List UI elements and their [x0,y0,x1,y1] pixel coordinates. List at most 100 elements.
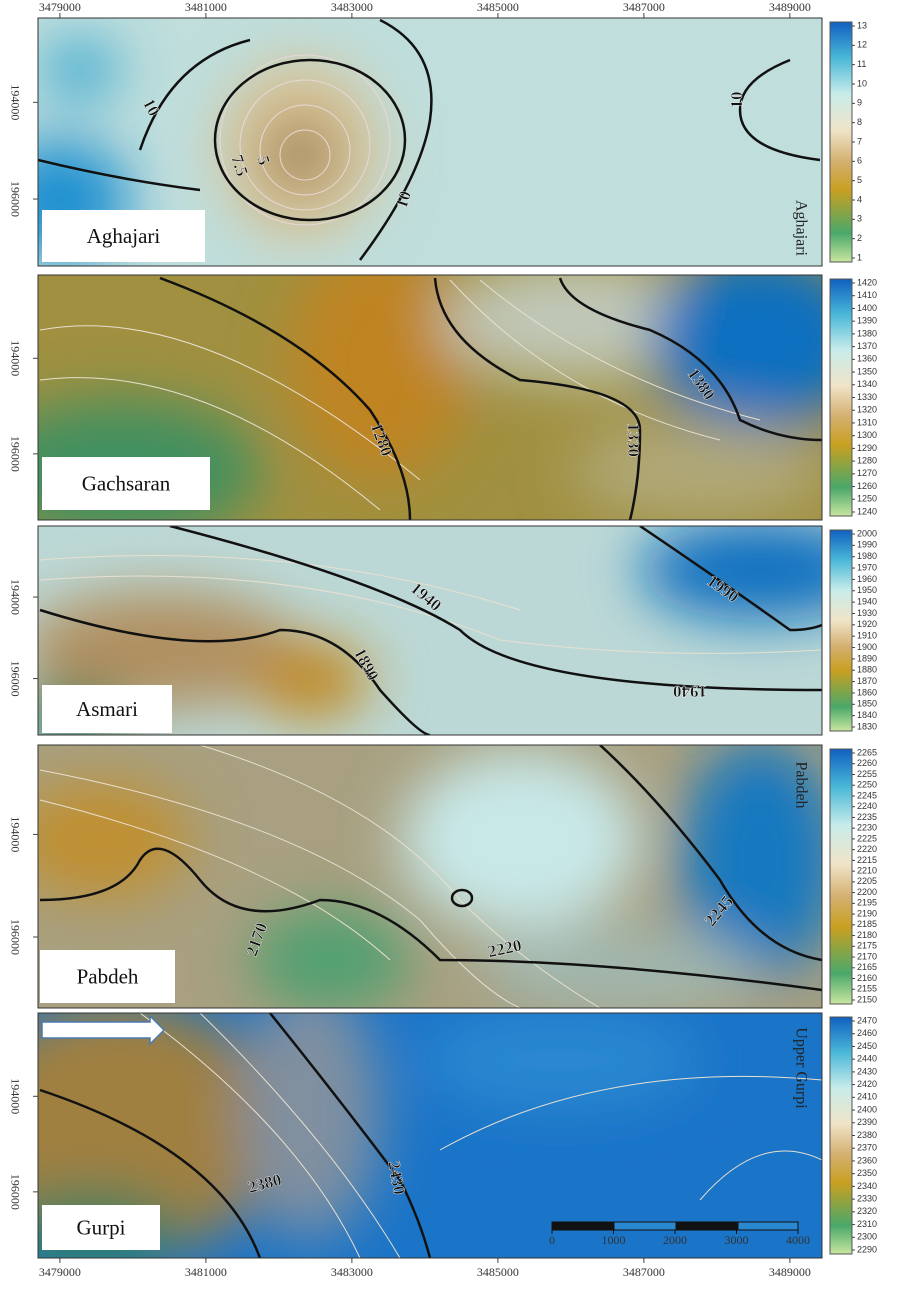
colorbar-label: 1860 [857,687,877,697]
y-tick-label: 196000 [8,919,22,955]
colorbar-label: 1980 [857,551,877,561]
contour-label: 10 [392,188,415,210]
colorbar-label: 1270 [857,468,877,478]
colorbar-label: 2155 [857,984,877,994]
colorbar-label: 1420 [857,277,877,287]
colorbar-label: 2420 [857,1079,877,1089]
colorbar-label: 1 [857,252,862,262]
colorbar-label: 2470 [857,1015,877,1025]
colorbar-label: 2230 [857,823,877,833]
x-tick-label: 3485000 [477,1265,519,1279]
colorbar-label: 1250 [857,494,877,504]
scale-label: 2000 [663,1233,687,1247]
colorbar [829,748,853,1005]
north-arrow [41,1014,166,1046]
colorbar-label: 1300 [857,430,877,440]
side-label: Upper Gurpi [792,1027,809,1109]
y-tick-label: 194000 [8,1078,22,1114]
colorbar-label: 2310 [857,1219,877,1229]
scale-label: 1000 [602,1233,626,1247]
label-box [42,685,172,733]
colorbar-label: 2400 [857,1104,877,1114]
scale-label: 0 [549,1233,555,1247]
y-tick-label: 194000 [8,579,22,615]
x-tick-label: 3483000 [331,0,373,14]
x-tick-label: 3487000 [623,0,665,14]
panel-frame [37,1012,823,1259]
colorbar-label: 2165 [857,962,877,972]
colorbar-label: 4 [857,194,862,204]
colorbar-label: 1330 [857,392,877,402]
colorbar-label: 2205 [857,876,877,886]
x-tick-label: 3479000 [39,1265,81,1279]
side-label: Pabdeh [792,761,809,808]
colorbar-label: 1900 [857,642,877,652]
panel-name: Aghajari [87,224,161,248]
colorbar-label: 2190 [857,908,877,918]
contour-label: 1330 [624,423,643,457]
colorbar [829,21,853,263]
colorbar-label: 2185 [857,919,877,929]
colorbar-label: 2210 [857,866,877,876]
x-tick-label: 3489000 [769,0,811,14]
contour-label: 2430 [384,1159,409,1196]
panel-frame [37,525,823,736]
colorbar-label: 2160 [857,973,877,983]
colorbar-label: 3 [857,214,862,224]
colorbar-label: 5 [857,175,862,185]
y-tick-label: 196000 [8,181,22,217]
colorbar-label: 1930 [857,608,877,618]
colorbar-label: 8 [857,117,862,127]
label-box [42,457,210,510]
colorbar-label: 2340 [857,1181,877,1191]
panel-frame [37,744,823,1009]
colorbar-label: 2430 [857,1066,877,1076]
colorbar-label: 2265 [857,747,877,757]
x-tick-label: 3479000 [39,0,81,14]
y-tick-label: 196000 [8,661,22,697]
panel-name: Gurpi [77,1215,126,1239]
colorbar-label: 2195 [857,898,877,908]
colorbar-label: 1290 [857,443,877,453]
side-label: Aghajari [792,200,809,257]
colorbar [829,529,853,732]
y-tick-label: 196000 [8,436,22,472]
y-tick-label: 194000 [8,84,22,120]
colorbar-label: 2390 [857,1117,877,1127]
x-tick-label: 3481000 [185,1265,227,1279]
colorbar-label: 1320 [857,405,877,415]
panel-frame [37,17,823,267]
colorbar-label: 1830 [857,721,877,731]
scale-label: 3000 [725,1233,749,1247]
colorbar-label: 1340 [857,379,877,389]
contour-label: 10 [727,92,746,109]
colorbar-label: 2175 [857,941,877,951]
scale-label: 4000 [786,1233,810,1247]
colorbar-label: 2440 [857,1054,877,1064]
colorbar-label: 2170 [857,951,877,961]
colorbar-label: 1350 [857,366,877,376]
colorbar-label: 2330 [857,1193,877,1203]
colorbar-label: 2320 [857,1206,877,1216]
colorbar-label: 2245 [857,790,877,800]
colorbar-label: 1850 [857,699,877,709]
colorbar-label: 2000 [857,528,877,538]
colorbar-label: 1400 [857,303,877,313]
contour-label: 1940 [673,682,707,701]
panel-name: Pabdeh [77,964,139,988]
colorbar-label: 1360 [857,354,877,364]
x-tick-label: 3487000 [623,1265,665,1279]
colorbar-label: 2410 [857,1092,877,1102]
colorbar-label: 1940 [857,596,877,606]
colorbar-label: 13 [857,20,867,30]
colorbar-label: 2290 [857,1244,877,1254]
colorbar-label: 2215 [857,855,877,865]
colorbar-label: 9 [857,98,862,108]
colorbar-label: 1880 [857,665,877,675]
colorbar-label: 1960 [857,574,877,584]
colorbar-label: 1280 [857,455,877,465]
colorbar-label: 1840 [857,710,877,720]
colorbar-label: 2240 [857,801,877,811]
colorbar-label: 1990 [857,540,877,550]
colorbar-label: 2380 [857,1130,877,1140]
